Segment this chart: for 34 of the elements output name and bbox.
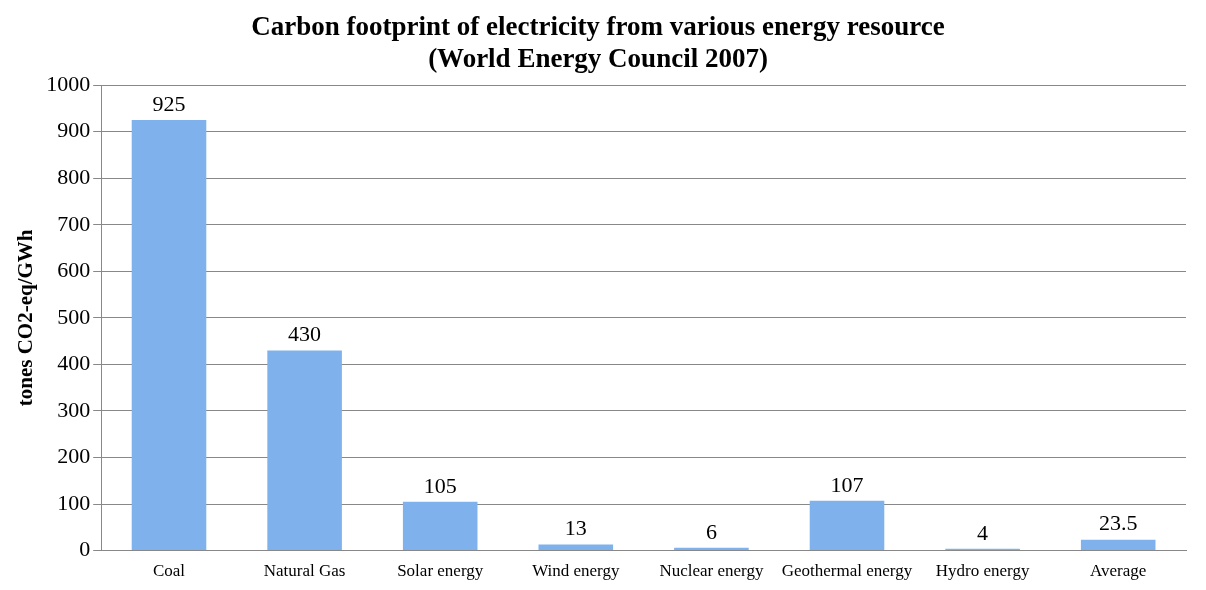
chart-title: Carbon footprint of electricity from various energy resource (World Energy Council 2007) (251, 11, 945, 73)
x-tick-label: Nuclear energy (659, 561, 764, 581)
data-label: 430 (288, 321, 322, 347)
bar (131, 120, 207, 551)
y-tick-label: 300 (57, 396, 91, 422)
y-tick-label: 100 (57, 489, 91, 515)
x-tick-label: Geothermal energy (781, 561, 913, 581)
data-label: 23.5 (1098, 510, 1138, 536)
y-tick-label: 700 (57, 210, 91, 236)
x-tick-label: Average (1090, 561, 1147, 581)
y-tick-label: 600 (57, 257, 91, 283)
bar (267, 350, 342, 551)
y-tick-label: 1000 (46, 70, 91, 96)
data-label: 6 (705, 518, 717, 544)
x-tick-label: Hydro energy (935, 561, 1030, 581)
bar (809, 500, 885, 551)
data-label: 925 (152, 90, 186, 116)
y-tick-label: 900 (57, 117, 91, 143)
y-tick-label: 500 (57, 303, 91, 329)
y-axis-title: tones CO2-eq/GWh (13, 229, 38, 407)
bar (402, 501, 478, 551)
y-tick-label: 200 (57, 443, 91, 469)
data-label: 107 (830, 471, 864, 497)
x-tick-label: Coal (152, 561, 186, 581)
data-label: 13 (564, 515, 587, 541)
x-tick-label: Wind energy (532, 561, 620, 581)
y-tick-label: 400 (57, 350, 91, 376)
x-tick-label: Solar energy (397, 561, 484, 581)
data-label: 105 (423, 472, 457, 498)
x-tick-label: Natural Gas (263, 561, 346, 581)
y-tick-label: 0 (79, 536, 91, 562)
y-tick-label: 800 (57, 163, 91, 189)
data-label: 4 (977, 519, 989, 545)
bar (1080, 539, 1156, 551)
